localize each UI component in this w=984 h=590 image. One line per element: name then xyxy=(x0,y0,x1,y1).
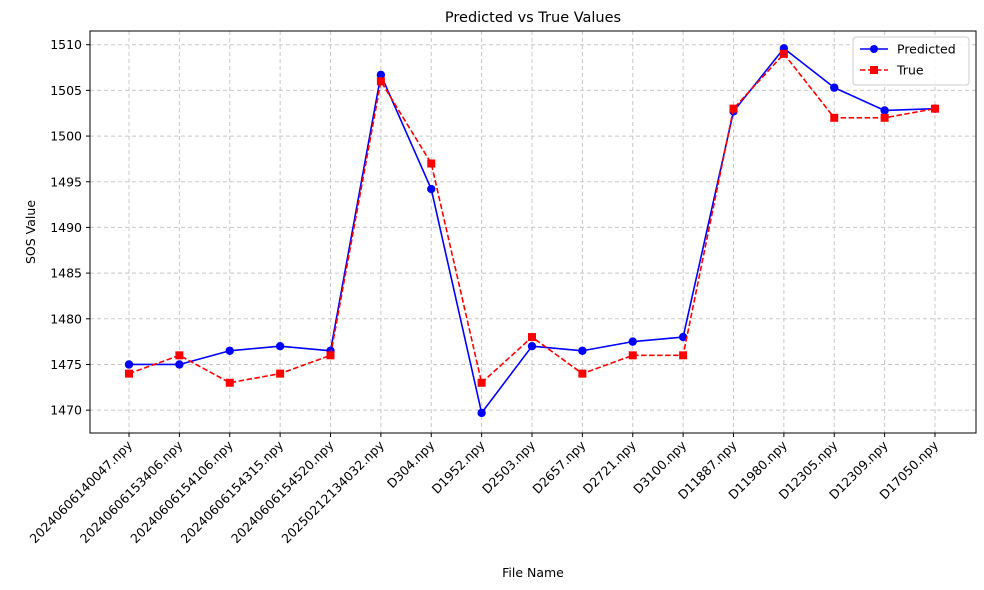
y-axis: 1470 1475 1480 1485 1490 1495 1500 1505 1510 xyxy=(50,37,90,418)
legend-label-true: True xyxy=(896,63,924,78)
data-point-true xyxy=(830,113,839,122)
chart-title: Predicted vs True Values xyxy=(445,10,621,26)
data-point-predicted xyxy=(175,360,184,369)
grid-lines xyxy=(90,31,976,433)
data-point-true xyxy=(779,49,788,58)
data-point-true xyxy=(276,369,285,378)
legend-marker-predicted xyxy=(870,45,878,53)
data-point-true xyxy=(326,351,335,360)
legend-marker-true xyxy=(870,66,878,74)
plot-area-frame xyxy=(89,30,977,434)
y-axis-label: SOS Value xyxy=(23,200,38,264)
y-tick-label: 1490 xyxy=(50,220,82,235)
data-point-true xyxy=(528,333,536,342)
data-point-predicted xyxy=(275,342,285,351)
data-point-true xyxy=(427,159,436,168)
y-tick-label: 1475 xyxy=(50,357,82,372)
data-point-true xyxy=(931,104,939,113)
series-true xyxy=(125,49,939,387)
data-point-true xyxy=(376,77,385,86)
x-axis-label: File Name xyxy=(502,565,564,580)
data-point-true xyxy=(125,369,133,378)
legend-entry-true: True xyxy=(860,63,924,78)
legend-label-predicted: Predicted xyxy=(897,42,956,57)
data-point-predicted xyxy=(477,408,486,418)
y-tick-label: 1500 xyxy=(50,129,82,144)
data-point-true xyxy=(225,378,234,387)
y-tick-label: 1495 xyxy=(50,174,82,189)
data-point-true xyxy=(628,351,637,360)
data-point-true xyxy=(477,378,486,387)
legend-entry-predicted: Predicted xyxy=(860,42,956,57)
data-point-predicted xyxy=(376,70,386,80)
data-point-predicted xyxy=(628,337,637,346)
data-point-predicted xyxy=(578,346,587,355)
data-point-predicted xyxy=(527,342,537,351)
legend: Predicted True xyxy=(852,36,970,86)
data-point-predicted xyxy=(225,346,234,355)
y-tick-label: 1485 xyxy=(50,266,82,281)
data-point-true xyxy=(578,369,587,378)
data-point-predicted xyxy=(678,332,688,342)
data-point-predicted xyxy=(427,184,436,194)
y-tick-label: 1480 xyxy=(50,311,82,326)
data-point-true xyxy=(175,351,184,360)
data-series xyxy=(124,44,940,418)
data-point-true xyxy=(729,104,738,113)
data-point-true xyxy=(679,351,688,360)
data-point-true xyxy=(880,113,889,122)
data-point-predicted xyxy=(880,106,889,115)
y-tick-label: 1470 xyxy=(50,403,82,418)
y-tick-label: 1505 xyxy=(50,83,82,98)
data-point-predicted xyxy=(124,360,134,369)
data-point-predicted xyxy=(830,83,839,92)
y-tick-label: 1510 xyxy=(50,37,82,52)
